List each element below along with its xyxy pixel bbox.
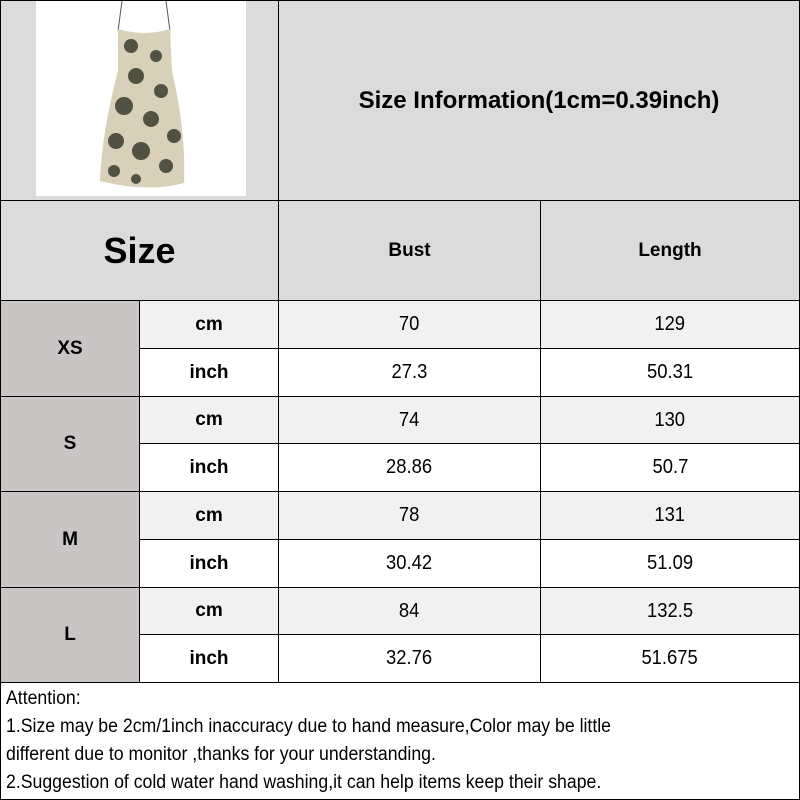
length-value: 51.675 <box>540 634 800 683</box>
unit-label: cm <box>139 300 279 349</box>
size-label: L <box>0 587 140 683</box>
bust-value-text: 30.42 <box>386 552 433 574</box>
unit-label: inch <box>139 634 279 683</box>
bust-value-text: 70 <box>399 313 420 335</box>
attention-line: 1.Size may be 2cm/1inch inaccuracy due t… <box>6 716 612 737</box>
unit-label-text: cm <box>195 600 223 621</box>
unit-label: inch <box>139 539 279 588</box>
bust-value: 30.42 <box>278 539 541 588</box>
attention-notes: Attention: 1.Size may be 2cm/1inch inacc… <box>0 682 800 800</box>
bust-header: Bust <box>278 200 541 301</box>
size-label: XS <box>0 300 140 397</box>
length-value: 51.09 <box>540 539 800 588</box>
size-label: M <box>0 491 140 588</box>
size-label-text: M <box>62 528 78 550</box>
unit-label: cm <box>139 396 279 444</box>
bust-value: 84 <box>278 587 541 635</box>
size-label-text: L <box>64 624 76 645</box>
length-value-text: 130 <box>654 408 686 431</box>
bust-value-text: 84 <box>399 599 420 622</box>
bust-value: 32.76 <box>278 634 541 683</box>
length-value-text: 129 <box>654 313 686 335</box>
unit-label-text: cm <box>195 313 223 335</box>
size-header: Size <box>0 200 279 301</box>
length-header: Length <box>540 200 800 301</box>
length-value-text: 50.7 <box>652 456 688 478</box>
attention-line: 2.Suggestion of cold water hand washing,… <box>6 772 602 793</box>
length-value: 131 <box>540 491 800 540</box>
length-value-text: 51.09 <box>646 552 694 574</box>
title-text: Size Information(1cm=0.39inch) <box>358 86 720 114</box>
length-value: 50.31 <box>540 348 800 397</box>
length-header-text: Length <box>638 239 702 261</box>
bust-value-text: 78 <box>399 504 420 526</box>
length-value-text: 51.675 <box>641 647 699 669</box>
length-value: 130 <box>540 396 800 444</box>
dress-image <box>100 0 185 188</box>
unit-label: inch <box>139 443 279 492</box>
unit-label-text: inch <box>189 647 229 669</box>
bust-value-text: 32.76 <box>386 647 433 669</box>
unit-label: cm <box>139 491 279 540</box>
bust-header-text: Bust <box>388 239 431 261</box>
bust-value-text: 27.3 <box>391 361 428 383</box>
size-label-text: S <box>63 433 77 454</box>
unit-label: inch <box>139 348 279 397</box>
unit-label-text: inch <box>189 552 229 574</box>
length-value: 50.7 <box>540 443 800 492</box>
length-value-text: 131 <box>654 504 686 526</box>
bust-value: 28.86 <box>278 443 541 492</box>
bust-value-text: 74 <box>399 408 420 431</box>
length-value-text: 132.5 <box>646 599 694 622</box>
bust-value: 70 <box>278 300 541 349</box>
length-value-text: 50.31 <box>646 361 694 383</box>
size-label: S <box>0 396 140 492</box>
bust-value: 78 <box>278 491 541 540</box>
page-title: Size Information(1cm=0.39inch) <box>278 0 800 201</box>
size-header-text: Size <box>103 229 176 271</box>
unit-label: cm <box>139 587 279 635</box>
bust-value: 27.3 <box>278 348 541 397</box>
bust-value-text: 28.86 <box>386 456 433 478</box>
attention-heading: Attention: <box>6 688 81 709</box>
length-value: 129 <box>540 300 800 349</box>
length-value: 132.5 <box>540 587 800 635</box>
product-image-cell <box>0 0 279 201</box>
bust-value: 74 <box>278 396 541 444</box>
product-image <box>36 0 246 196</box>
unit-label-text: inch <box>189 456 229 478</box>
size-label-text: XS <box>57 337 83 359</box>
unit-label-text: cm <box>195 409 223 430</box>
unit-label-text: inch <box>189 361 229 383</box>
unit-label-text: cm <box>195 504 223 526</box>
attention-line: different due to monitor ,thanks for you… <box>6 744 436 765</box>
